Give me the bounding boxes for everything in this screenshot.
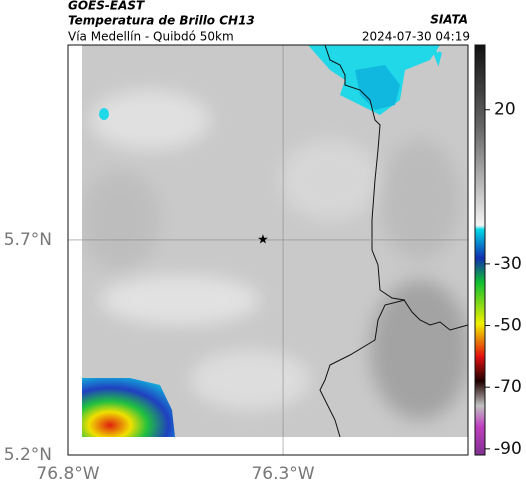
- map: ★: [67, 44, 469, 456]
- colorbar: [474, 44, 486, 456]
- source: SIATA: [430, 13, 468, 27]
- colorbar-ramp: [474, 44, 486, 456]
- colorbar-tick-label: -90: [494, 439, 522, 459]
- y-tick-label: 5.2°N: [4, 445, 52, 465]
- colorbar-tick-label: -30: [494, 254, 522, 274]
- colorbar-tick-label: 20: [494, 100, 516, 120]
- y-tick-label: 5.7°N: [4, 230, 52, 250]
- border: [324, 44, 469, 331]
- location: Vía Medellín - Quibdó 50km: [68, 30, 234, 44]
- x-tick-label: 76.8°W: [36, 464, 99, 484]
- cloud: [430, 44, 442, 67]
- satellite-image: [82, 45, 468, 437]
- header: GOES-EAST Temperatura de Brillo CH13 Vía…: [68, 0, 470, 44]
- title: GOES-EAST: [68, 0, 145, 13]
- colorbar-tick-label: -50: [494, 316, 522, 336]
- datetime: 2024-07-30 04:19: [362, 30, 470, 44]
- colorbar-tick-label: -70: [494, 377, 522, 397]
- x-tick-label: 76.3°W: [251, 464, 314, 484]
- subtitle: Temperatura de Brillo CH13: [68, 14, 255, 28]
- star-marker: ★: [257, 233, 269, 248]
- map-frame: [67, 44, 469, 456]
- border: [319, 299, 406, 438]
